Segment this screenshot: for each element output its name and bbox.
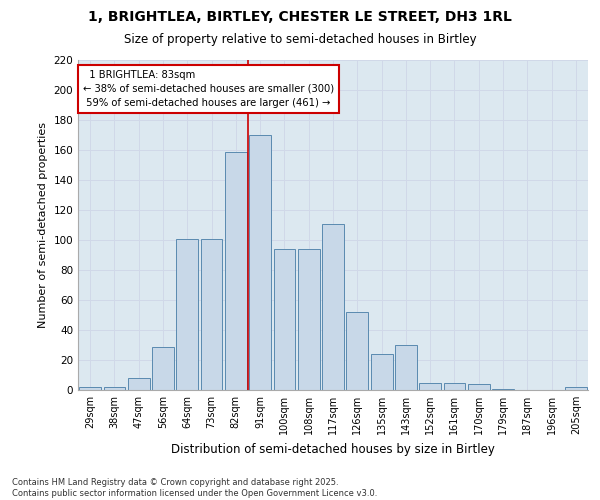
Bar — [104, 387, 125, 390]
Y-axis label: Number of semi-detached properties: Number of semi-detached properties — [38, 122, 48, 328]
Bar — [79, 387, 101, 390]
Bar — [225, 152, 247, 390]
Bar — [395, 345, 417, 390]
Text: Contains HM Land Registry data © Crown copyright and database right 2025.
Contai: Contains HM Land Registry data © Crown c… — [12, 478, 377, 498]
Bar — [274, 249, 295, 390]
Bar — [128, 378, 149, 390]
Bar — [322, 224, 344, 390]
Bar — [565, 387, 587, 390]
Text: 1, BRIGHTLEA, BIRTLEY, CHESTER LE STREET, DH3 1RL: 1, BRIGHTLEA, BIRTLEY, CHESTER LE STREET… — [88, 10, 512, 24]
Bar — [492, 388, 514, 390]
Bar — [419, 382, 441, 390]
Text: Size of property relative to semi-detached houses in Birtley: Size of property relative to semi-detach… — [124, 32, 476, 46]
Bar — [346, 312, 368, 390]
Bar — [298, 249, 320, 390]
Bar — [249, 135, 271, 390]
Bar — [176, 238, 198, 390]
Bar — [200, 238, 223, 390]
Bar — [152, 346, 174, 390]
X-axis label: Distribution of semi-detached houses by size in Birtley: Distribution of semi-detached houses by … — [171, 442, 495, 456]
Bar — [468, 384, 490, 390]
Bar — [371, 354, 392, 390]
Bar — [443, 382, 466, 390]
Text: 1 BRIGHTLEA: 83sqm
← 38% of semi-detached houses are smaller (300)
 59% of semi-: 1 BRIGHTLEA: 83sqm ← 38% of semi-detache… — [83, 70, 334, 108]
